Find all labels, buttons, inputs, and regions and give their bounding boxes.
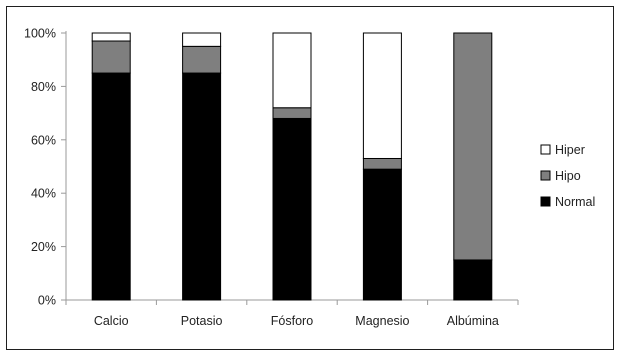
y-tick-label: 60%	[31, 133, 56, 147]
bar-segment-hipo	[182, 45, 222, 74]
legend-label-hiper: Hiper	[555, 143, 585, 157]
legend-label-normal: Normal	[555, 195, 595, 209]
bar-segment-hipo	[91, 40, 131, 74]
x-tick-label: Magnesio	[355, 314, 409, 328]
x-tick-label: Potasio	[181, 314, 223, 328]
x-tick-label: Albúmina	[447, 314, 499, 328]
x-tick-label: Calcio	[94, 314, 129, 328]
legend-swatch-normal	[540, 196, 551, 207]
bar-segment-hiper	[272, 32, 312, 109]
y-tick-label: 40%	[31, 187, 56, 201]
bar-segment-hipo	[362, 157, 402, 170]
y-tick-label: 100%	[24, 27, 56, 41]
bar-segment-normal	[453, 259, 493, 301]
x-tick-label: Fósforo	[271, 314, 313, 328]
legend-swatch-hiper	[540, 144, 551, 155]
bar-segment-normal	[272, 117, 312, 301]
bar-segment-hiper	[182, 32, 222, 47]
chart-tick-labels: 0% 20% 40% 60% 80% 100% Calcio Potasio Fósforo Ma…	[24, 27, 499, 329]
bar-segment-normal	[362, 168, 402, 301]
legend-label-hipo: Hipo	[555, 169, 581, 183]
bar-segment-hiper	[91, 32, 131, 42]
y-tick-label: 20%	[31, 240, 56, 254]
chart-legend: Hiper Hipo Normal	[540, 143, 595, 209]
y-tick-label: 0%	[38, 294, 56, 308]
y-tick-label: 80%	[31, 80, 56, 94]
bar-segment-hipo	[272, 107, 312, 119]
chart-bars	[91, 32, 493, 301]
legend-swatch-hipo	[540, 170, 551, 181]
bar-segment-hiper	[362, 32, 402, 159]
bar-segment-normal	[182, 72, 222, 301]
bar-segment-normal	[91, 72, 131, 301]
bar-segment-hipo	[453, 32, 493, 261]
